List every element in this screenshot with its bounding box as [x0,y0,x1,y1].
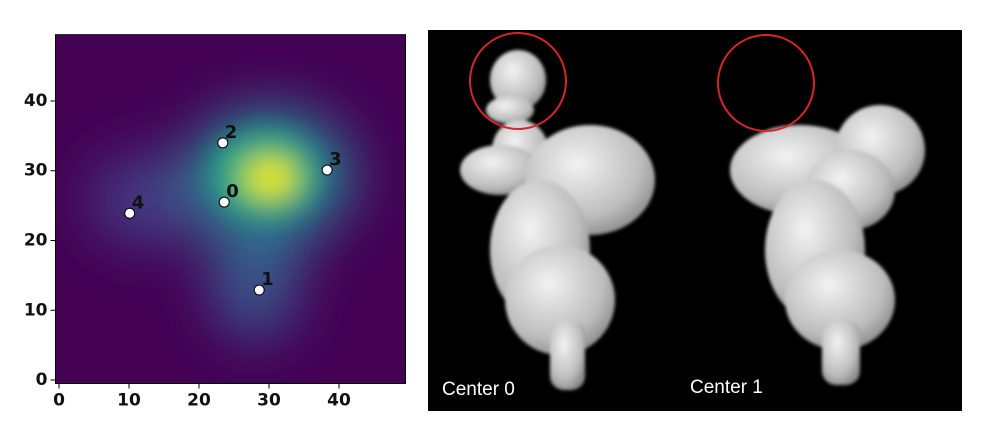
point [218,196,230,208]
plot-frame [55,34,406,384]
point-label: 1 [261,269,274,290]
y-tick-label: 20 [24,230,48,250]
y-tick-label: 40 [24,91,48,111]
point-label: 0 [226,181,239,202]
y-tick-label: 10 [24,300,48,320]
render-panel: Center 0 Center 1 [428,30,962,411]
point [321,164,333,176]
x-tick-label: 40 [327,391,351,411]
point [217,137,229,149]
point-label: 2 [225,122,238,143]
x-tick-label: 20 [187,391,211,411]
y-tick-label: 0 [36,370,48,390]
y-tick-label: 30 [24,161,48,181]
density-heatmap [55,34,406,384]
point-label: 3 [329,149,342,170]
point [124,207,136,219]
image-caption: Center 1 [690,377,763,398]
x-tick-label: 0 [53,391,65,411]
image-caption: Center 0 [442,379,515,400]
x-tick-label: 30 [257,391,281,411]
point [253,284,265,296]
point-label: 4 [132,192,145,213]
x-tick-label: 10 [117,391,141,411]
